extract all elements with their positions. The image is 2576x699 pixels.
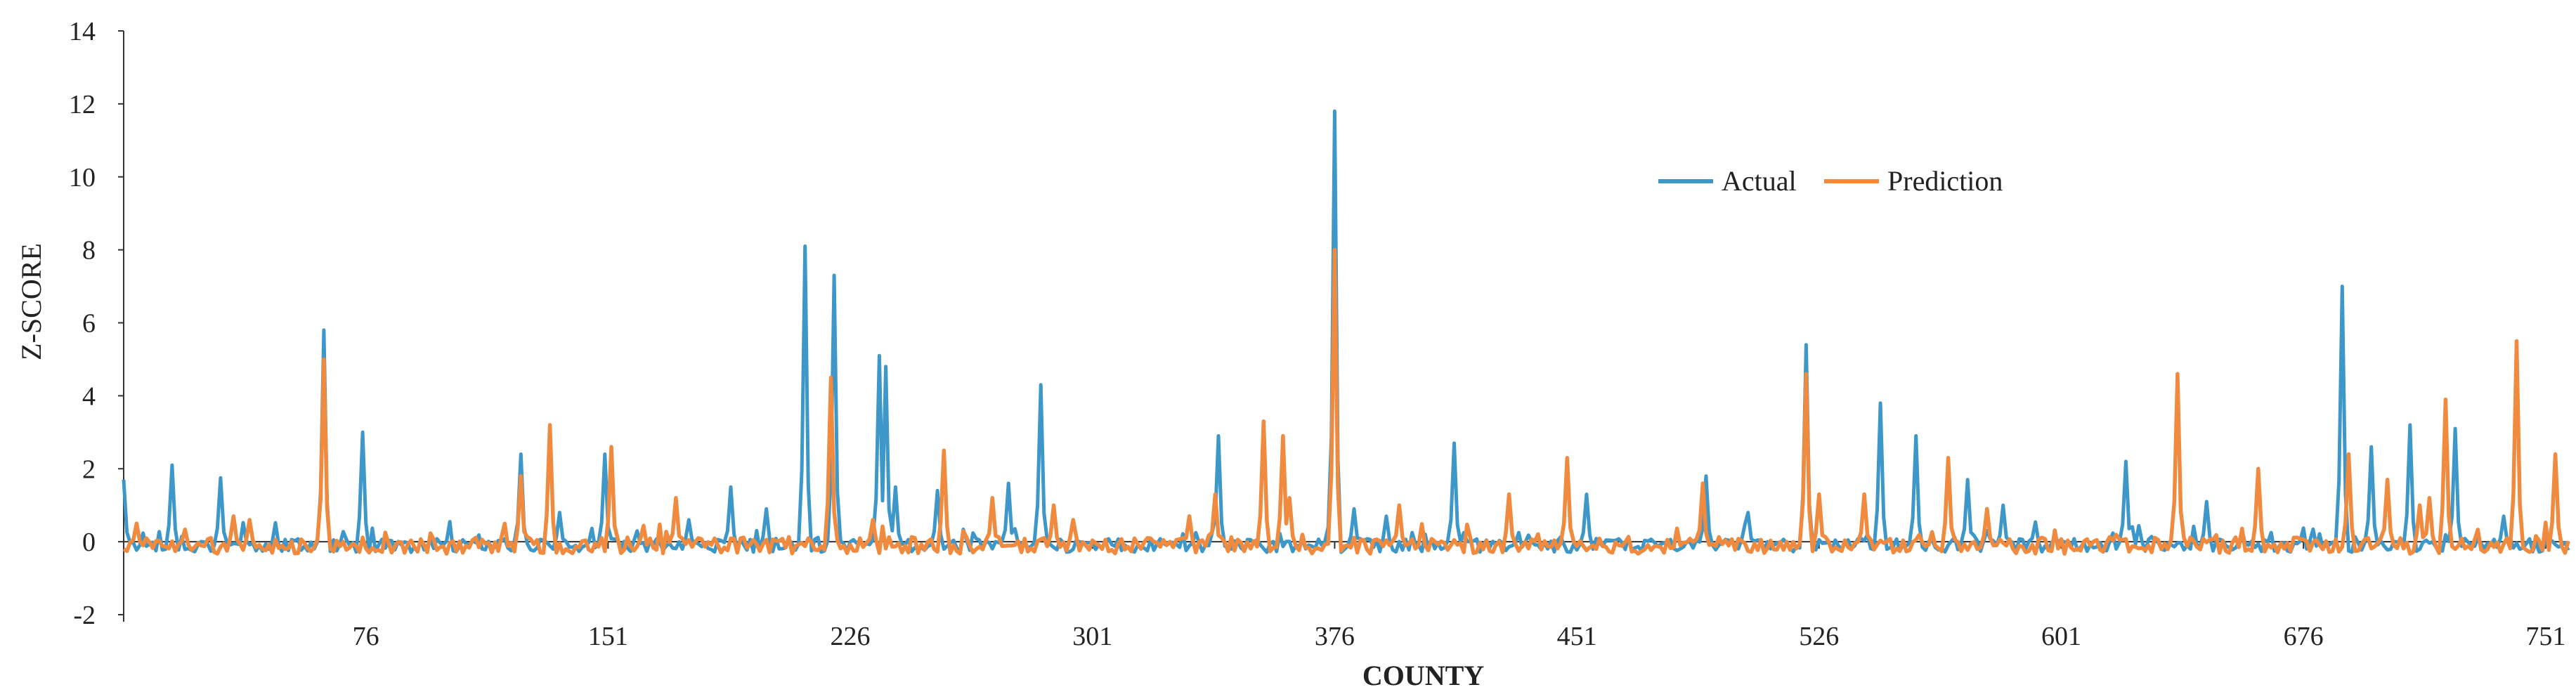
y-tick-label: 14 (69, 17, 96, 46)
x-tick-label: 451 (1557, 622, 1597, 651)
axes: -2 0 2 4 6 8 10 12 14 76 151 226 301 376 451 526 601 676 7… (69, 17, 2568, 651)
legend-entry-actual: Actual (1658, 165, 1797, 197)
legend-label: Actual (1722, 165, 1797, 197)
legend-entry-prediction: Prediction (1824, 165, 2003, 197)
y-tick-label: 4 (82, 381, 96, 411)
x-tick-label: 751 (2525, 622, 2565, 651)
y-axis-title: Z-SCORE (15, 243, 47, 360)
series-line-actual (122, 109, 2570, 554)
x-tick-label: 526 (1799, 622, 1839, 651)
y-tick-label: 0 (82, 528, 96, 557)
y-tick-label: -2 (73, 601, 96, 630)
x-tick-label: 676 (2284, 622, 2324, 651)
x-tick-label: 376 (1315, 622, 1355, 651)
x-tick-label: 151 (588, 622, 628, 651)
series-line-prediction (122, 247, 2570, 556)
x-tick-label: 301 (1072, 622, 1112, 651)
series-layer (122, 109, 2570, 556)
x-tick-label: 226 (831, 622, 871, 651)
legend-label: Prediction (1887, 165, 2003, 197)
y-tick-label: 2 (82, 455, 96, 484)
x-axis-title: COUNTY (1362, 660, 1484, 691)
y-tick-label: 10 (69, 163, 96, 192)
x-tick-label: 76 (353, 622, 379, 651)
y-tick-label: 6 (82, 309, 96, 339)
y-tick-label: 12 (69, 90, 96, 119)
x-tick-label: 601 (2041, 622, 2081, 651)
y-tick-label: 8 (82, 236, 96, 266)
legend: Actual Prediction (1658, 165, 2003, 197)
